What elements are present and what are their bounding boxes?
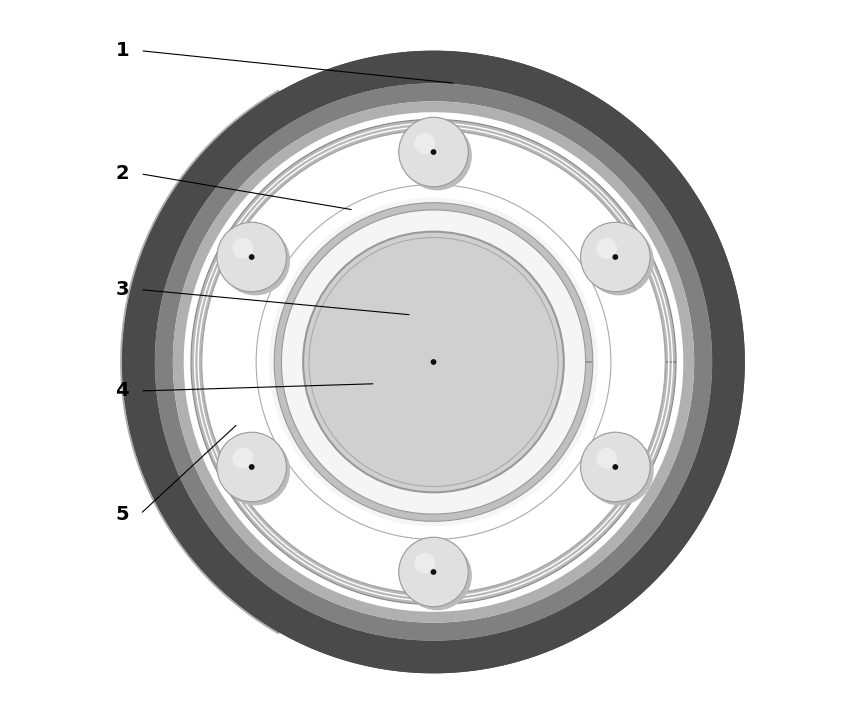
Circle shape [584,436,654,505]
Polygon shape [274,203,593,521]
Circle shape [431,569,436,575]
Text: 2: 2 [115,164,129,183]
Circle shape [581,432,650,502]
Circle shape [612,464,618,470]
Polygon shape [122,51,745,673]
Polygon shape [126,54,741,670]
Circle shape [399,117,468,187]
Circle shape [232,448,253,468]
Circle shape [202,130,665,594]
Polygon shape [191,119,676,605]
Polygon shape [122,51,745,673]
Circle shape [402,121,472,190]
Text: 4: 4 [115,382,129,400]
Circle shape [303,232,564,492]
Circle shape [249,254,255,260]
Circle shape [192,121,675,603]
Circle shape [414,553,435,573]
Text: 1: 1 [115,41,129,60]
Circle shape [596,238,617,258]
Circle shape [232,238,253,258]
Circle shape [414,133,435,153]
Circle shape [249,464,255,470]
Circle shape [431,359,436,365]
Circle shape [399,537,468,607]
Circle shape [612,254,618,260]
Circle shape [217,432,286,502]
Circle shape [431,149,436,155]
Circle shape [269,198,598,526]
Polygon shape [129,58,738,666]
Text: 5: 5 [115,505,129,523]
Circle shape [220,226,290,295]
Polygon shape [256,185,611,539]
Polygon shape [173,101,694,623]
Circle shape [220,436,290,505]
Circle shape [596,448,617,468]
Circle shape [581,222,650,292]
Polygon shape [155,83,712,641]
Circle shape [217,222,286,292]
Text: 3: 3 [115,280,129,299]
Circle shape [584,226,654,295]
Circle shape [402,541,472,610]
